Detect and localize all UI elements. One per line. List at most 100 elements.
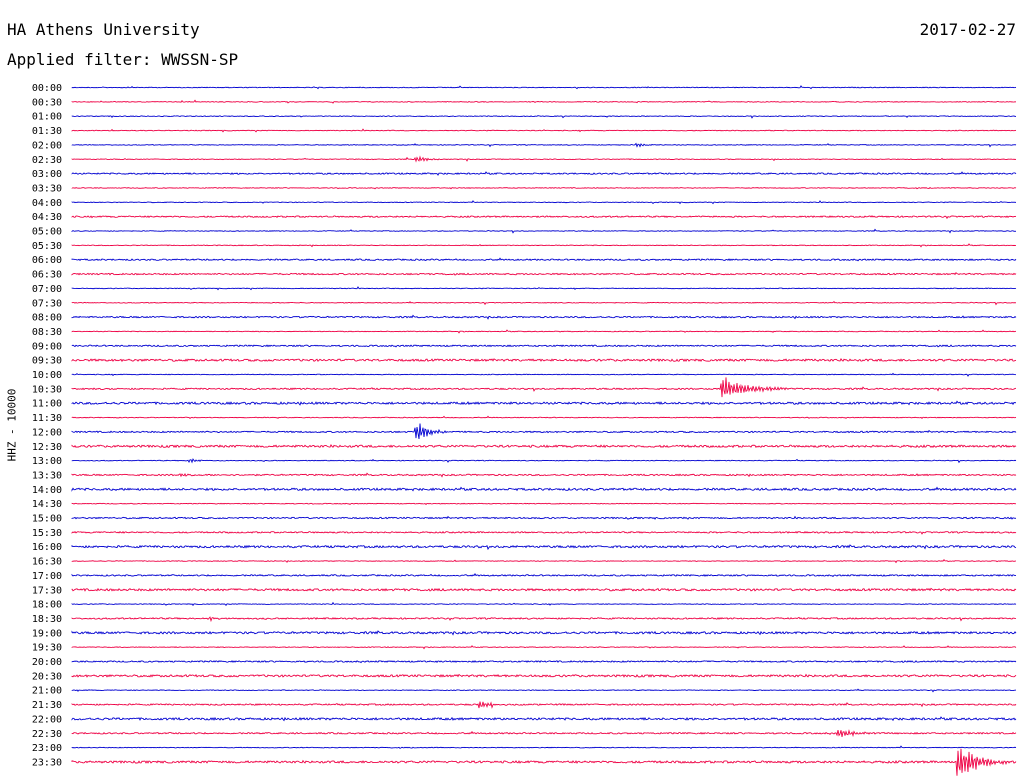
- time-tick-label: 23:00: [32, 743, 62, 754]
- trace-row-1700: [71, 573, 1017, 578]
- trace-row-0400: [71, 200, 1017, 205]
- time-tick-label: 00:00: [32, 83, 62, 94]
- trace-row-1530: [71, 530, 1017, 535]
- trace-row-0630: [71, 271, 1017, 276]
- time-tick-label: 00:30: [32, 97, 62, 108]
- time-tick-label: 04:30: [32, 212, 62, 223]
- trace-row-0730: [71, 301, 1017, 306]
- time-tick-label: 06:30: [32, 270, 62, 281]
- time-tick-label: 19:30: [32, 643, 62, 654]
- trace-row-2200: [71, 716, 1017, 722]
- trace-row-0800: [71, 314, 1017, 320]
- trace-row-0930: [71, 357, 1017, 363]
- time-tick-label: 15:30: [32, 528, 62, 539]
- time-tick-label: 07:30: [32, 298, 62, 309]
- trace-row-1300: [71, 458, 1017, 464]
- trace-row-2130: [71, 701, 1017, 709]
- time-tick-label: 06:00: [32, 255, 62, 266]
- trace-row-1730: [71, 587, 1017, 592]
- trace-row-0900: [71, 344, 1017, 348]
- trace-row-0500: [71, 228, 1017, 234]
- trace-row-1100: [71, 400, 1017, 406]
- time-tick-label: 01:00: [32, 112, 62, 123]
- trace-row-0300: [71, 171, 1017, 176]
- time-tick-label: 22:00: [32, 714, 62, 725]
- time-tick-label: 02:00: [32, 140, 62, 151]
- trace-row-2100: [71, 688, 1017, 693]
- time-tick-label: 15:00: [32, 514, 62, 525]
- trace-row-1130: [71, 415, 1017, 420]
- trace-row-1600: [71, 544, 1017, 551]
- time-tick-label: 04:00: [32, 198, 62, 209]
- time-tick-label: 17:30: [32, 585, 62, 596]
- time-tick-label: 12:00: [32, 427, 62, 438]
- time-tick-label: 14:30: [32, 499, 62, 510]
- trace-row-1430: [71, 502, 1017, 506]
- time-tick-label: 07:00: [32, 284, 62, 295]
- time-tick-label: 09:00: [32, 341, 62, 352]
- time-tick-label: 18:00: [32, 600, 62, 611]
- trace-row-1830: [71, 616, 1017, 623]
- trace-row-1030: [71, 377, 1017, 398]
- time-tick-label: 03:00: [32, 169, 62, 180]
- time-tick-label: 08:00: [32, 313, 62, 324]
- trace-row-1000: [71, 372, 1017, 377]
- time-tick-label: 23:30: [32, 757, 62, 768]
- trace-row-1400: [71, 486, 1017, 492]
- trace-row-0130: [71, 128, 1017, 133]
- trace-row-1900: [71, 630, 1017, 636]
- trace-row-2030: [71, 673, 1017, 678]
- trace-row-1930: [71, 645, 1017, 650]
- time-tick-label: 13:30: [32, 470, 62, 481]
- trace-row-0000: [71, 85, 1017, 90]
- trace-row-1200: [71, 423, 1017, 440]
- trace-row-0100: [71, 115, 1017, 119]
- time-tick-label: 20:30: [32, 671, 62, 682]
- trace-row-0030: [71, 99, 1017, 104]
- trace-row-0330: [71, 186, 1017, 190]
- trace-row-1330: [71, 472, 1017, 478]
- time-tick-label: 19:00: [32, 628, 62, 639]
- trace-row-0700: [71, 286, 1017, 291]
- trace-row-0600: [71, 257, 1017, 262]
- trace-row-2330: [71, 748, 1017, 776]
- trace-row-0530: [71, 243, 1017, 248]
- time-tick-label: 22:30: [32, 729, 62, 740]
- time-tick-label: 18:30: [32, 614, 62, 625]
- time-tick-label: 11:30: [32, 413, 62, 424]
- time-tick-label: 21:30: [32, 700, 62, 711]
- filter-label: Applied filter: WWSSN-SP: [7, 50, 239, 69]
- trace-row-1630: [71, 558, 1017, 564]
- time-tick-label: 14:00: [32, 485, 62, 496]
- trace-row-2000: [71, 660, 1017, 664]
- trace-row-0830: [71, 329, 1017, 334]
- time-tick-label: 09:30: [32, 356, 62, 367]
- trace-row-0230: [71, 155, 1017, 163]
- time-tick-label: 10:30: [32, 384, 62, 395]
- trace-row-1500: [71, 515, 1017, 520]
- time-tick-label: 03:30: [32, 183, 62, 194]
- time-tick-label: 02:30: [32, 155, 62, 166]
- trace-row-2300: [71, 745, 1017, 750]
- time-tick-label: 17:00: [32, 571, 62, 582]
- time-tick-label: 21:00: [32, 686, 62, 697]
- time-tick-label: 05:00: [32, 227, 62, 238]
- time-tick-label: 16:00: [32, 542, 62, 553]
- trace-row-2230: [71, 729, 1017, 738]
- time-tick-label: 10:00: [32, 370, 62, 381]
- time-tick-label: 05:30: [32, 241, 62, 252]
- record-date: 2017-02-27: [919, 20, 1016, 39]
- station-title: HA Athens University: [7, 20, 200, 39]
- time-tick-label: 01:30: [32, 126, 62, 137]
- time-tick-label: 11:00: [32, 399, 62, 410]
- time-tick-label: 16:30: [32, 557, 62, 568]
- time-tick-label: 13:00: [32, 456, 62, 467]
- time-tick-label: 12:30: [32, 442, 62, 453]
- time-tick-label: 20:00: [32, 657, 62, 668]
- trace-row-0430: [71, 215, 1017, 220]
- trace-row-0200: [71, 142, 1017, 148]
- trace-row-1800: [71, 601, 1017, 607]
- time-tick-label: 08:30: [32, 327, 62, 338]
- trace-row-1230: [71, 444, 1017, 449]
